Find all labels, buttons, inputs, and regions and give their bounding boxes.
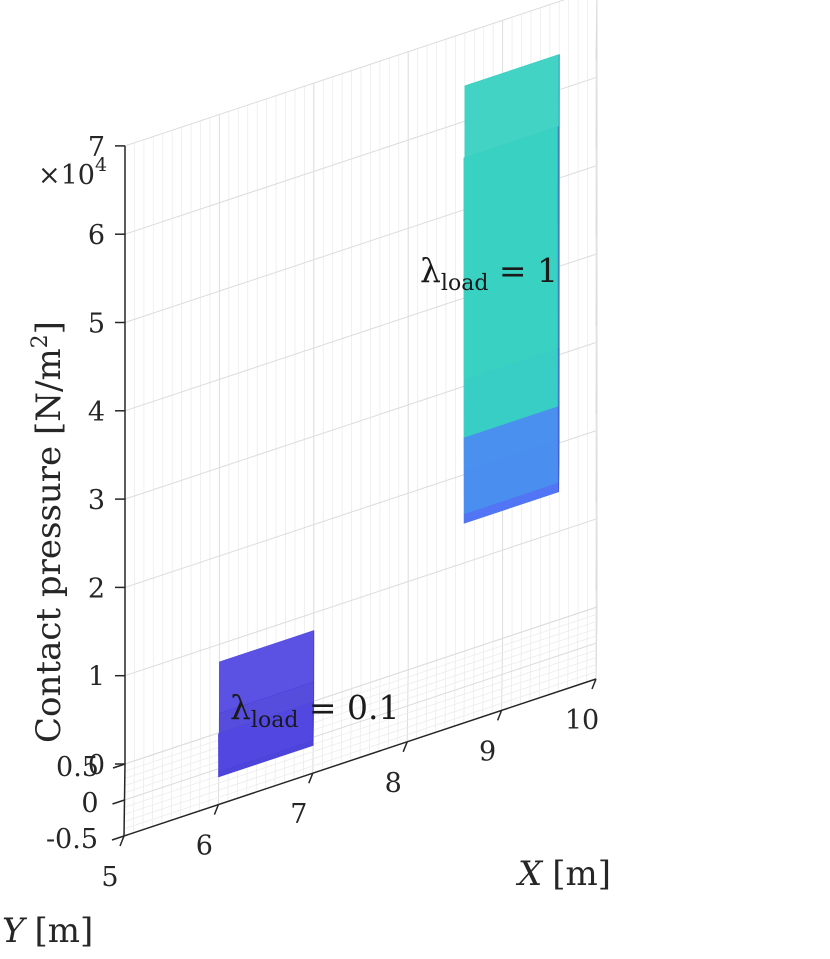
z-tick-label: 0 [88, 750, 105, 781]
z-tick-label: 7 [88, 132, 105, 163]
z-tick-label: 6 [88, 220, 105, 251]
floor-ygrid [124, 649, 597, 808]
z-multiplier: ×104 [38, 154, 107, 191]
z-tick-label: 5 [88, 309, 105, 340]
z-tick-label: 3 [88, 485, 105, 516]
z-tick-label: 4 [88, 397, 105, 428]
backwall-zgrid [124, 518, 598, 677]
surface-layer [218, 54, 560, 778]
sidewall-zgrid [595, 253, 598, 326]
x-tick [496, 710, 503, 721]
x-tick [591, 678, 597, 690]
annotation-lambda-1: λload = 1 [420, 251, 558, 296]
z-tick-label: 2 [88, 573, 105, 604]
y-tick-label: -0.5 [46, 824, 98, 855]
sidewall-zgrid [595, 0, 598, 61]
floor-ygrid [124, 664, 597, 822]
x-tick [402, 741, 408, 753]
x-tick-label: 10 [565, 705, 599, 736]
floor-ygrid [124, 642, 597, 801]
floor-ygrid [124, 606, 598, 765]
x-tick [119, 835, 125, 847]
x-tick-label: 6 [196, 831, 213, 862]
floor-ygrid [123, 671, 597, 830]
x-tick-label: 8 [385, 768, 402, 799]
annotation-lambda-0.1: λload = 0.1 [230, 688, 400, 733]
y-tick [112, 799, 125, 805]
x-tick [308, 772, 314, 784]
z-axis-label: Contact pressure [N/m2] [28, 321, 69, 743]
x-axis-label: X [m] [515, 854, 611, 894]
sidewall-zgrid [595, 165, 598, 238]
floor-ygrid [124, 628, 597, 786]
surface-0 [218, 630, 315, 778]
sidewall-zgrid [595, 430, 598, 503]
x-tick-label: 9 [479, 736, 496, 767]
surface-edge [312, 630, 315, 746]
z-tick-label: 1 [88, 662, 105, 693]
floor-ygrid [124, 635, 597, 794]
axis-layer [111, 145, 597, 847]
y-tick-label: 0 [81, 788, 98, 819]
backwall-zgrid [124, 0, 566, 147]
sidewall-zgrid [595, 518, 598, 591]
surface-1 [463, 54, 560, 524]
floor-ygrid [124, 621, 597, 779]
floor-ygrid [124, 657, 597, 815]
y-tick-label: 0.5 [56, 752, 99, 783]
y-axis-label: Y [m] [2, 911, 93, 951]
sidewall-zgrid [595, 342, 598, 415]
x-tick-label: 5 [101, 862, 118, 893]
surface-edge [557, 54, 560, 492]
x-axis-line [123, 678, 597, 837]
x-tick [213, 804, 220, 815]
y-tick [111, 835, 125, 841]
floor-ygrid [124, 613, 598, 772]
sidewall-zgrid [595, 77, 598, 150]
x-tick-label: 7 [290, 799, 307, 830]
